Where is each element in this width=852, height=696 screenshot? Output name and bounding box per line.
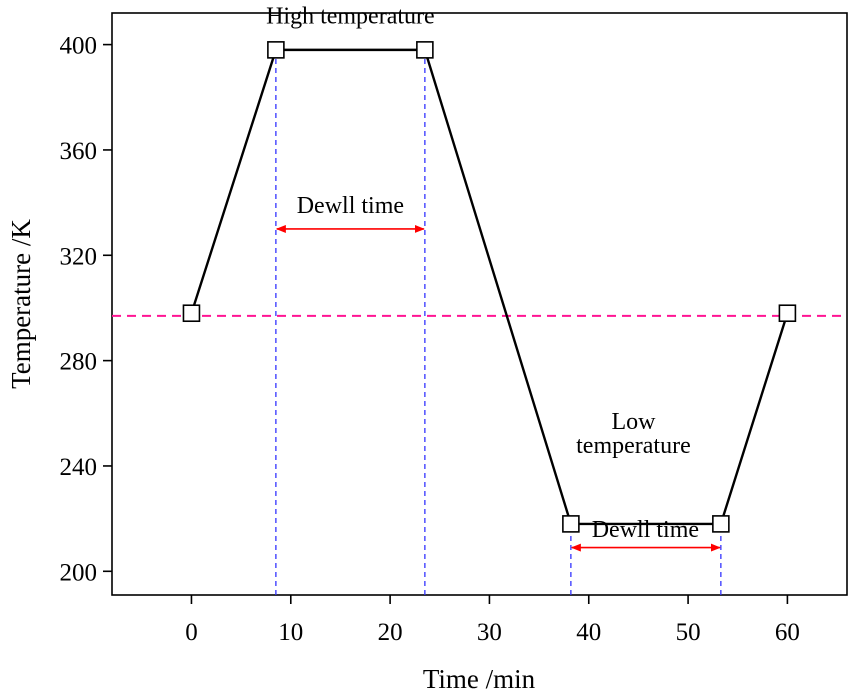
x-tick-label: 60 — [775, 619, 800, 646]
data-series — [182, 41, 797, 533]
dwell-arrows — [275, 224, 721, 552]
y-axis-title: Temperature /K — [6, 219, 36, 389]
annotation-label: Low — [611, 409, 656, 435]
x-tick-label: 30 — [477, 619, 502, 646]
data-point-marker — [416, 41, 434, 59]
x-tick-label: 20 — [378, 619, 403, 646]
y-tick-label: 240 — [60, 454, 98, 481]
x-axis: 0 10 20 30 40 50 60 — [185, 595, 800, 646]
data-point-marker — [712, 515, 730, 533]
x-axis-title: Time /min — [423, 664, 536, 694]
data-point-marker — [182, 304, 201, 323]
y-tick-label: 280 — [60, 349, 98, 376]
annotation-label: High temperature — [266, 4, 435, 30]
data-point-marker — [562, 515, 580, 533]
y-tick-label: 320 — [60, 243, 98, 270]
plot-frame — [111, 12, 848, 596]
y-axis: 200 240 280 320 360 400 — [60, 33, 112, 586]
x-tick-label: 10 — [278, 619, 303, 646]
y-tick-label: 200 — [60, 559, 98, 586]
x-tick-label: 40 — [576, 619, 601, 646]
data-point-marker — [778, 304, 797, 323]
annotation-label: Dewll time — [592, 517, 699, 543]
temperature-profile-line — [190, 48, 789, 526]
annotations: High temperature Dewll time Lowtemperature… — [266, 4, 699, 544]
data-point-marker — [267, 41, 285, 59]
reference-lines — [112, 49, 847, 595]
x-tick-label: 0 — [185, 619, 198, 646]
annotation-label: Dewll time — [297, 193, 404, 219]
y-tick-label: 360 — [60, 138, 98, 165]
y-tick-label: 400 — [60, 33, 98, 60]
annotation-label: temperature — [576, 433, 691, 459]
x-tick-label: 50 — [676, 619, 701, 646]
